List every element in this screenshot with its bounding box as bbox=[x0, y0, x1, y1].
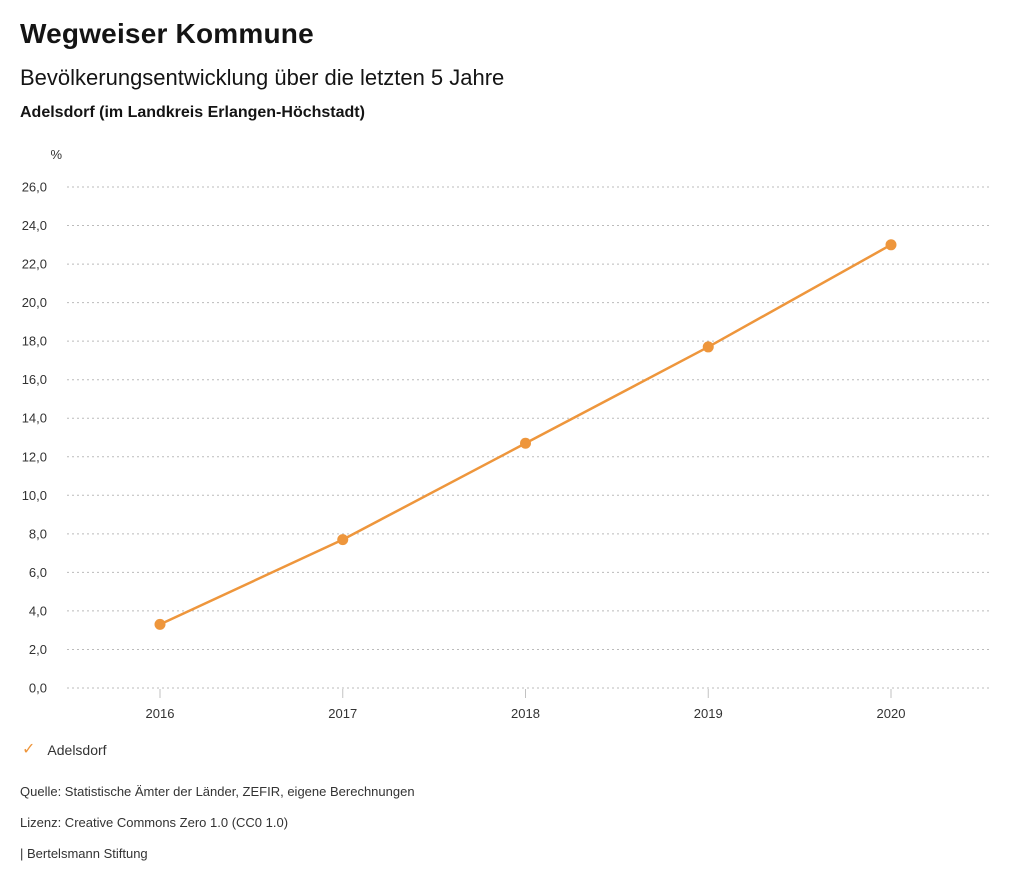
y-tick-label: 20,0 bbox=[22, 295, 47, 310]
y-tick-label: 16,0 bbox=[22, 372, 47, 387]
legend-item-adelsdorf[interactable]: ✓ Adelsdorf bbox=[22, 741, 107, 759]
y-tick-label: 26,0 bbox=[22, 180, 47, 195]
y-tick-label: 6,0 bbox=[29, 565, 47, 580]
series-line bbox=[158, 243, 893, 626]
app-title: Wegweiser Kommune bbox=[20, 18, 314, 49]
x-tick-label: 2018 bbox=[511, 706, 540, 721]
y-axis-unit-label: % bbox=[50, 147, 62, 162]
data-point[interactable] bbox=[885, 239, 897, 251]
y-tick-label: 0,0 bbox=[29, 681, 47, 696]
x-tick-label: 2017 bbox=[328, 706, 357, 721]
x-tick-label: 2016 bbox=[146, 706, 175, 721]
check-icon: ✓ bbox=[22, 741, 36, 758]
y-tick-label: 2,0 bbox=[29, 642, 47, 657]
x-tick-label: 2020 bbox=[877, 706, 906, 721]
source-note: Quelle: Statistische Ämter der Länder, Z… bbox=[20, 784, 415, 799]
data-point[interactable] bbox=[337, 534, 349, 546]
legend: ✓ Adelsdorf bbox=[22, 741, 107, 759]
y-tick-label: 22,0 bbox=[22, 257, 47, 272]
data-point[interactable] bbox=[702, 341, 714, 353]
region-subtitle: Adelsdorf (im Landkreis Erlangen-Höchsta… bbox=[20, 104, 365, 121]
y-tick-label: 14,0 bbox=[22, 411, 47, 426]
x-tick-label: 2019 bbox=[694, 706, 723, 721]
chart-title: Bevölkerungsentwicklung über die letzten… bbox=[20, 65, 505, 90]
y-tick-label: 18,0 bbox=[22, 334, 47, 349]
legend-item-label: Adelsdorf bbox=[47, 742, 107, 758]
y-tick-label: 4,0 bbox=[29, 603, 47, 618]
y-tick-label: 10,0 bbox=[22, 488, 47, 503]
data-point[interactable] bbox=[520, 437, 531, 449]
line-chart[interactable]: % 0,0 2,0 4,0 6,0 8,0 10,0 12,0 14,0 16,0 18,0 20,0… bbox=[0, 140, 1024, 740]
attribution-note: | Bertelsmann Stiftung bbox=[20, 846, 148, 861]
license-note: Lizenz: Creative Commons Zero 1.0 (CC0 1… bbox=[20, 815, 289, 830]
y-tick-label: 8,0 bbox=[29, 526, 47, 541]
y-tick-label: 12,0 bbox=[22, 449, 47, 464]
data-point[interactable] bbox=[154, 618, 166, 630]
y-tick-label: 24,0 bbox=[22, 218, 47, 233]
